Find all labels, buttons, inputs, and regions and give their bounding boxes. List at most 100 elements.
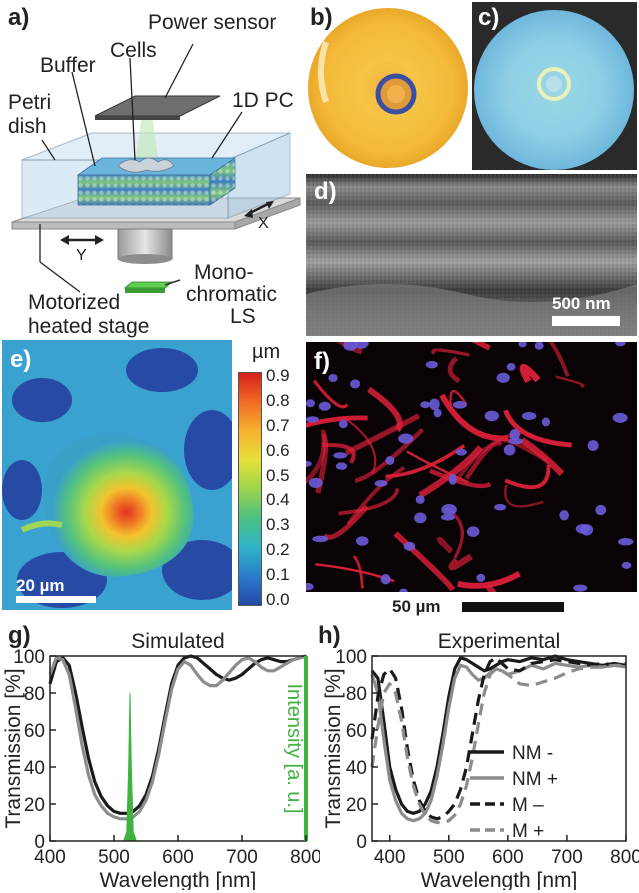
actin-fiber xyxy=(448,553,473,571)
actin-fiber xyxy=(338,487,400,516)
y-tick-label: 60 xyxy=(346,721,367,742)
y-tick-label: 20 xyxy=(24,795,45,816)
panel-f-fluorescence-image: f) xyxy=(306,342,637,592)
setup-schematic xyxy=(11,43,301,293)
series-line xyxy=(48,654,307,815)
series-line xyxy=(370,656,627,821)
actin-fiber xyxy=(321,442,356,464)
height-map-scalebar-label: 20 µm xyxy=(16,576,65,595)
x-tick-label: 400 xyxy=(374,847,406,868)
plot-frame xyxy=(371,655,627,842)
intensity-axis-label: Intensity [a. u.] xyxy=(283,683,305,813)
series-intensity xyxy=(122,692,138,842)
y-tick-label: 0 xyxy=(34,832,45,853)
fluorescence-scalebar-label: 50 µm xyxy=(392,597,441,616)
colorbar-tick-label: 0.9 xyxy=(266,366,290,385)
cell-height-map xyxy=(2,340,232,610)
actin-fiber xyxy=(418,445,484,499)
chart-simulated: Simulated 400 500 600 700 800 0 20 40 60 80 100 Wave… xyxy=(2,630,320,890)
actin-fiber xyxy=(346,465,406,526)
actin-fiber xyxy=(471,342,491,351)
sem-scalebar-line xyxy=(552,316,620,326)
nucleus xyxy=(433,408,442,418)
actin-fiber xyxy=(555,375,585,388)
x-tick-label: 700 xyxy=(226,847,258,868)
nucleus xyxy=(484,410,499,422)
nucleus xyxy=(306,582,314,591)
colorbar-tick-label: 0.4 xyxy=(266,490,290,510)
nucleus xyxy=(452,401,467,409)
legend-label: NM + xyxy=(512,769,558,790)
panel-e-label: e) xyxy=(10,346,32,373)
actin-fiber xyxy=(367,386,403,433)
colorbar-tick-label: 0.2 xyxy=(266,540,290,560)
label-petri-line2: dish xyxy=(8,115,47,138)
y-tick-label: 100 xyxy=(13,647,45,668)
nucleus xyxy=(541,417,550,427)
y-tick-label: 80 xyxy=(24,684,45,705)
panel-g-label: g) xyxy=(8,622,31,649)
label-ls-line3: LS xyxy=(230,305,256,328)
actin-fiber xyxy=(447,356,461,384)
actin-fiber xyxy=(439,393,509,442)
legend-label: M + xyxy=(512,821,544,842)
nucleus xyxy=(353,342,369,349)
series-line xyxy=(370,654,627,815)
plot-frame xyxy=(49,655,307,842)
nucleus xyxy=(448,474,457,485)
nucleus xyxy=(440,513,455,521)
panel-f-label: f) xyxy=(314,348,330,375)
colorbar-tick-label: 0.1 xyxy=(266,565,290,585)
label-axis-y: Y xyxy=(76,247,87,264)
nucleus xyxy=(494,503,507,511)
nucleus xyxy=(425,360,438,369)
series-line xyxy=(370,663,626,825)
actin-fiber xyxy=(336,342,363,355)
nucleus xyxy=(414,512,427,524)
nucleus xyxy=(429,398,440,411)
nucleus xyxy=(612,412,628,423)
nucleus xyxy=(338,419,348,429)
panel-d-sem-image: d) 500 nm xyxy=(306,174,637,336)
panel-h-label: h) xyxy=(318,622,341,649)
yellow-sample-disc xyxy=(308,8,468,168)
nucleus xyxy=(476,573,486,582)
y-tick-label: 100 xyxy=(335,647,367,668)
x-tick-label: 600 xyxy=(162,847,194,868)
panel-b-label: b) xyxy=(310,4,333,31)
nucleus xyxy=(521,412,537,420)
legend-label: NM - xyxy=(512,743,553,764)
colorbar-tick-label: 0.5 xyxy=(266,465,290,485)
panel-c-label: c) xyxy=(478,4,500,31)
nucleus xyxy=(312,535,329,543)
nucleus xyxy=(343,342,358,351)
sem-cross-section xyxy=(306,174,637,336)
actin-fiber xyxy=(429,468,492,489)
colorbar-tick-label: 0.8 xyxy=(266,390,290,410)
nucleus xyxy=(398,433,414,444)
actin-fiber xyxy=(322,504,369,540)
nucleus xyxy=(575,524,590,534)
panel-c-photo: c) xyxy=(472,2,637,170)
nucleus xyxy=(308,477,323,488)
nucleus xyxy=(587,440,599,451)
actin-fiber xyxy=(548,342,570,377)
blue-sample-disc xyxy=(474,10,634,170)
colorbar xyxy=(238,372,262,606)
colorbar-tick-label: 0.7 xyxy=(266,415,290,435)
nucleus xyxy=(415,495,425,504)
actin-fiber xyxy=(312,379,349,409)
nucleus xyxy=(356,536,369,546)
actin-fiber xyxy=(520,437,565,476)
colorbar-tick-label: 0.6 xyxy=(266,440,290,460)
actin-fiber xyxy=(484,585,497,592)
height-map-scalebar-line xyxy=(16,596,96,603)
fluorescence-cells xyxy=(306,342,634,592)
x-tick-label: 800 xyxy=(290,847,320,868)
nucleus xyxy=(618,538,634,546)
colorbar-tick-label: 0.3 xyxy=(266,515,290,535)
y-tick-label: 60 xyxy=(24,721,45,742)
x-tick-label: 700 xyxy=(551,847,583,868)
x-tick-label: 800 xyxy=(610,847,639,868)
actin-fiber xyxy=(503,409,572,448)
